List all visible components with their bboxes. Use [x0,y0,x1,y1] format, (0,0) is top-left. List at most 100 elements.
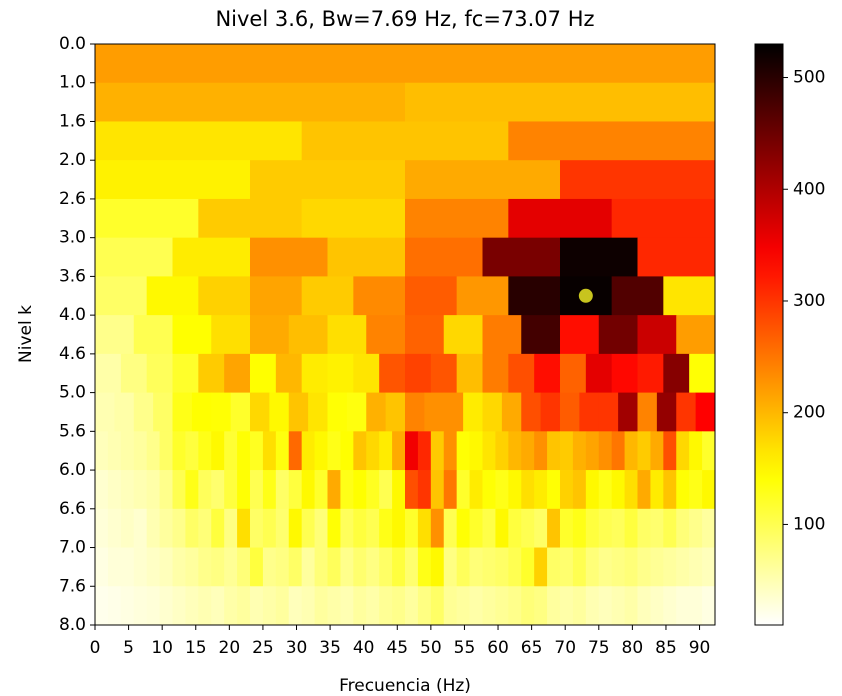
heat-cell [340,508,354,548]
heat-cell [379,586,393,626]
heat-cell [353,586,367,626]
heat-cell [269,392,290,432]
heat-cell [637,237,716,277]
colorbar-tick-label: 100 [793,514,825,534]
heat-cell [224,547,238,587]
heat-cell [340,470,354,510]
heat-cell [340,431,354,471]
heat-cell [159,431,173,471]
heat-cell [508,431,522,471]
heat-cell [560,315,600,355]
heat-cell [327,586,341,626]
heat-cell [314,470,328,510]
heat-cell [430,431,445,471]
heat-cell [598,315,638,355]
heat-cell [405,276,458,316]
heat-cell [495,431,509,471]
heat-cell [301,198,406,239]
y-tick-label: 0.0 [59,34,86,54]
marker [578,288,593,303]
heat-cell [146,470,160,510]
y-tick-label: 2.0 [59,150,86,170]
heat-cell [585,353,613,393]
heat-cell [482,470,496,510]
colorbar-tick-label: 400 [793,179,825,199]
heat-cell [456,547,470,587]
heat-cell [379,547,393,587]
heat-cell [327,353,354,393]
heat-cell [405,198,509,239]
heat-cell [172,508,186,548]
heat-cell [172,353,199,393]
heat-cell [353,547,367,587]
heat-cell [327,508,341,548]
colorbar-tick-label: 200 [793,403,825,423]
heat-cell [301,353,328,393]
heat-cell [598,431,613,471]
heat-cell [224,470,238,510]
heat-cell [301,276,354,316]
heat-cell [405,315,445,355]
heat-cell [572,431,587,471]
heat-cell [107,431,122,471]
heat-cell [366,547,380,587]
heat-cell [676,586,690,626]
x-axis-label: Frecuencia (Hz) [339,676,471,696]
heat-cell [560,508,574,548]
heat-cell [237,431,251,471]
heat-cell [598,508,613,548]
heat-cell [417,586,432,626]
heat-cell [611,198,716,239]
heat-cell [508,353,535,393]
heat-cell [327,431,341,471]
heat-cell [560,470,574,510]
plot-frame [94,43,716,626]
colorbar-tick-label: 500 [793,68,825,88]
heat-cell [379,470,393,510]
heat-cell [430,547,445,587]
heat-cell [133,586,148,626]
heat-cell [637,353,664,393]
heat-cell [572,586,587,626]
heat-cell [172,315,212,355]
heat-cell [95,82,406,122]
heat-cell [405,470,419,510]
heat-cell [146,547,160,587]
heat-cell [676,508,690,548]
heat-cell [262,508,277,548]
heat-cell [95,315,135,355]
heat-cell [275,586,290,626]
heat-cell [95,121,303,161]
heat-cell [624,431,638,471]
heat-cell [211,431,225,471]
heat-cell [695,392,716,432]
heat-cell [250,276,303,316]
heat-cell [585,431,600,471]
heat-cell [650,431,664,471]
heat-cell [172,470,186,510]
heat-cell [521,315,561,355]
heat-cell [430,470,445,510]
heat-cell [611,276,664,316]
heat-cell [250,160,406,200]
heat-cell [146,276,199,316]
heat-cell [95,470,109,510]
x-tick-label: 65 [521,638,543,658]
heat-cell [379,431,393,471]
heat-cell [288,586,303,626]
heat-cell [95,547,109,587]
heat-cell [211,315,251,355]
heat-cell [366,431,380,471]
y-tick-label: 6.6 [59,499,86,519]
heat-cell [95,392,115,432]
heat-cell [534,353,561,393]
y-tick-label: 1.6 [59,111,86,131]
heat-cell [482,353,509,393]
heat-cell [618,392,638,432]
colorbar [754,43,784,626]
heat-cell [456,276,509,316]
x-tick-label: 70 [554,638,576,658]
heat-cell [237,508,251,548]
heat-cell [172,392,193,432]
heat-cell [417,508,432,548]
